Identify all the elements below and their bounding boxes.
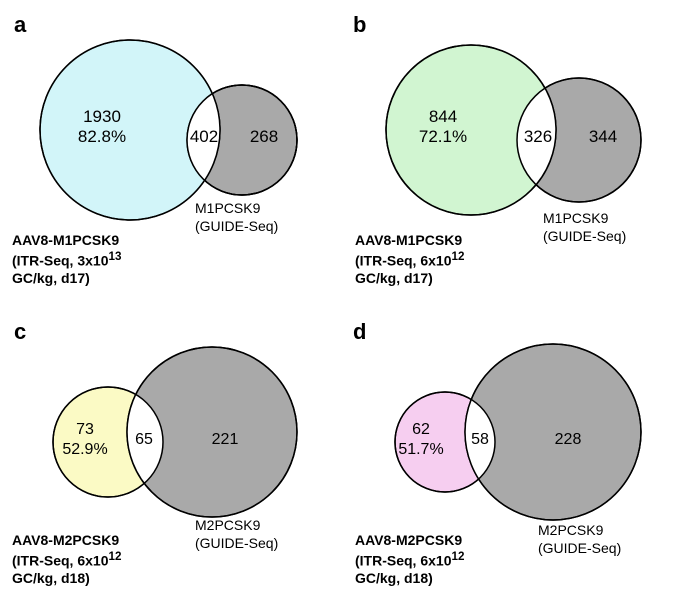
panel-b: b 844 72.1% 326 344 AAV8-M1PCSK9 (ITR-Se… xyxy=(343,0,685,307)
venn-c: 73 52.9% 65 221 xyxy=(20,332,340,542)
panel-d-caption-right: M2PCSK9 (GUIDE-Seq) xyxy=(538,522,621,557)
venn-b-left-count: 844 xyxy=(429,107,457,126)
venn-d: 62 51.7% 58 228 xyxy=(363,332,683,542)
venn-b-left-pct: 72.1% xyxy=(419,127,467,146)
venn-d-left-count: 62 xyxy=(412,421,430,438)
panel-d-caption-left: AAV8-M2PCSK9 (ITR-Seq, 6x1012 GC/kg, d18… xyxy=(355,532,464,587)
panel-b-caption-right: M1PCSK9 (GUIDE-Seq) xyxy=(543,210,626,245)
venn-c-left-count: 73 xyxy=(76,421,94,438)
venn-b-overlap: 326 xyxy=(524,127,552,146)
venn-c-right-count: 221 xyxy=(212,431,239,448)
panel-b-caption-left: AAV8-M1PCSK9 (ITR-Seq, 6x1012 GC/kg, d17… xyxy=(355,232,464,287)
panel-a: a 1930 82.8% 402 268 AAV8-M1PCSK9 (ITR-S… xyxy=(0,0,342,307)
panel-c-caption-right: M2PCSK9 (GUIDE-Seq) xyxy=(195,517,278,552)
venn-c-overlap: 65 xyxy=(135,431,153,448)
venn-a-overlap: 402 xyxy=(190,127,218,146)
venn-a-left-pct: 82.8% xyxy=(78,127,126,146)
venn-a: 1930 82.8% 402 268 xyxy=(20,30,340,240)
panel-c-caption-left: AAV8-M2PCSK9 (ITR-Seq, 6x1012 GC/kg, d18… xyxy=(12,532,121,587)
venn-b-right-count: 344 xyxy=(589,127,617,146)
venn-d-right-count: 228 xyxy=(555,431,582,448)
panel-c: c 73 52.9% 65 221 AAV8-M2PCSK9 (ITR-Seq,… xyxy=(0,307,342,614)
venn-c-left-pct: 52.9% xyxy=(62,441,107,458)
figure: a 1930 82.8% 402 268 AAV8-M1PCSK9 (ITR-S… xyxy=(0,0,685,614)
venn-a-left-count: 1930 xyxy=(83,107,121,126)
venn-b: 844 72.1% 326 344 xyxy=(363,30,683,240)
venn-a-right-count: 268 xyxy=(250,127,278,146)
venn-d-left-pct: 51.7% xyxy=(398,441,443,458)
panel-d: d 62 51.7% 58 228 AAV8-M2PCSK9 (ITR-Seq,… xyxy=(343,307,685,614)
venn-d-overlap: 58 xyxy=(471,431,489,448)
panel-a-caption-left: AAV8-M1PCSK9 (ITR-Seq, 3x1013 GC/kg, d17… xyxy=(12,232,121,287)
panel-a-caption-right: M1PCSK9 (GUIDE-Seq) xyxy=(195,200,278,235)
